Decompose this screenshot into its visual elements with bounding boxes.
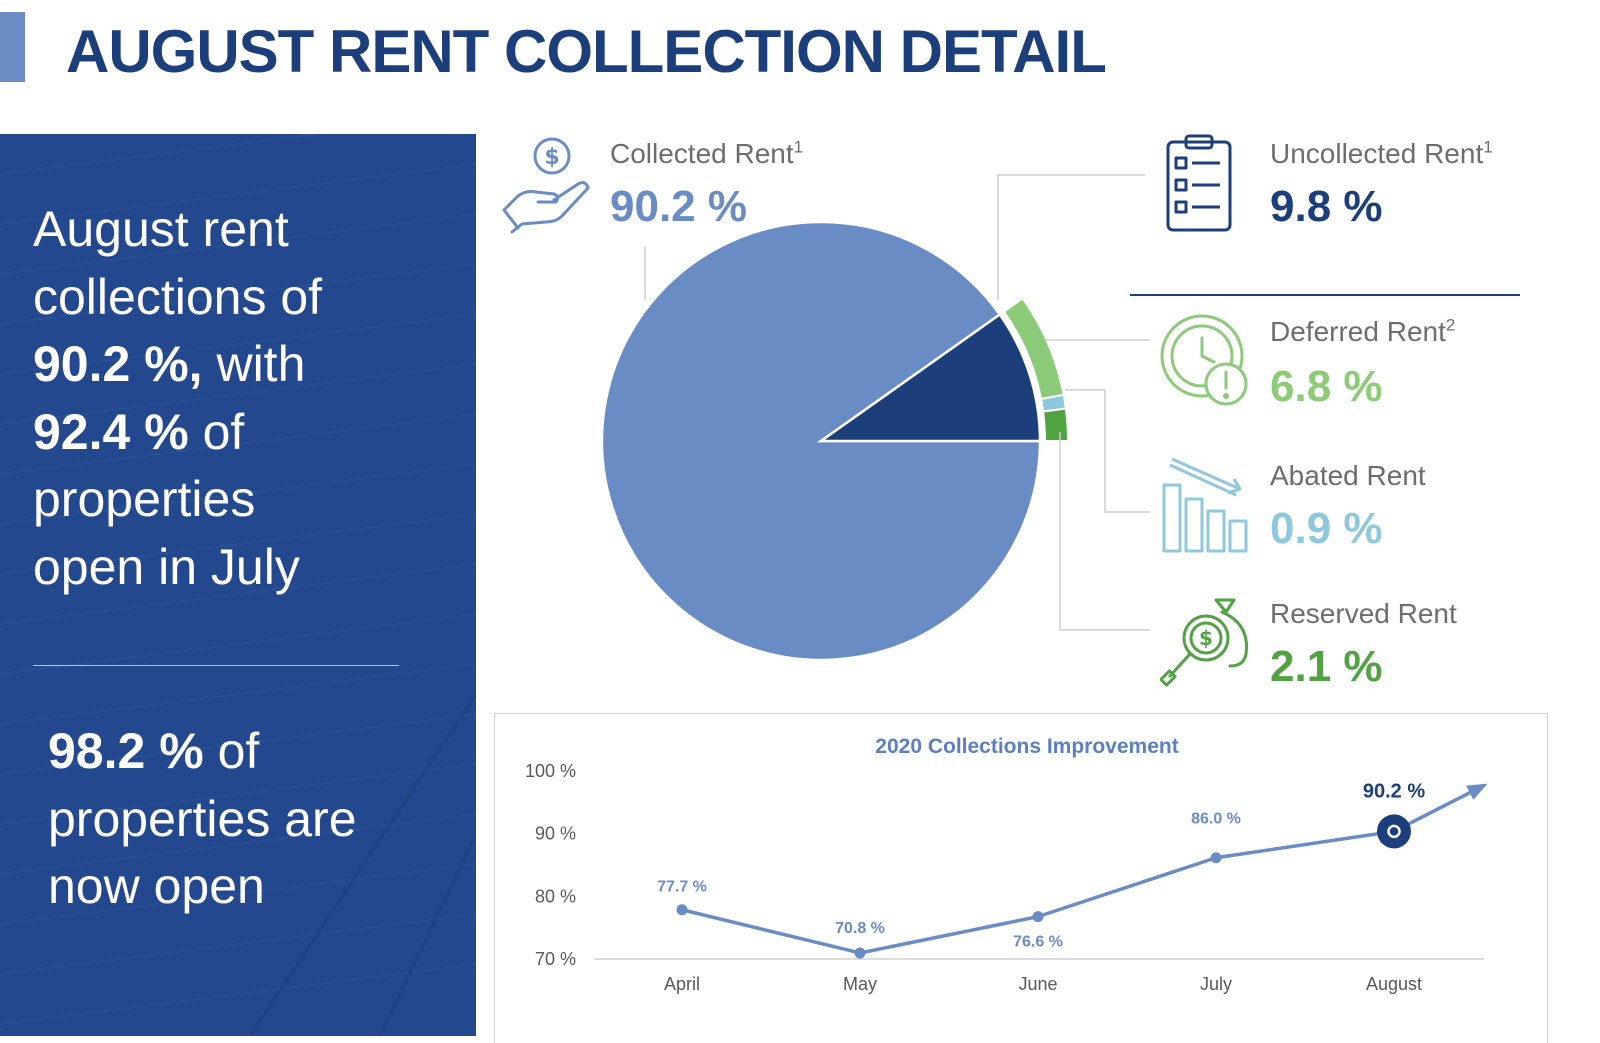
ring-segment-deferred [1002, 296, 1065, 401]
page-title: AUGUST RENT COLLECTION DETAIL [66, 18, 1107, 85]
abated-value: 0.9 % [1270, 504, 1383, 553]
open-properties-summary: 98.2 % of properties are now open [48, 718, 468, 921]
pie-slice-uncollected [817, 312, 1042, 443]
reserved-value: 2.1 % [1270, 642, 1383, 691]
reserved-label: Reserved Rent [1270, 598, 1457, 629]
clock-alert-icon [1160, 314, 1248, 406]
open-now-rate: 98.2 % [48, 723, 204, 779]
leader-reserved [1059, 432, 1150, 631]
collections-line-chart-frame [494, 713, 1548, 1043]
clipboard-list-icon [1166, 134, 1232, 232]
title-accent-bar [0, 12, 25, 82]
summary-line: 90.2 %, with [33, 336, 306, 393]
collection-summary: August rent collections of 90.2 %, with … [33, 196, 453, 602]
deferred-value: 6.8 % [1270, 362, 1383, 411]
summary-panel: August rent collections of 90.2 %, with … [0, 134, 476, 1036]
uncollected-value: 9.8 % [1270, 182, 1383, 231]
summary-line: open in July [33, 538, 300, 595]
svg-text:$: $ [1199, 626, 1213, 650]
uncollected-label: Uncollected Rent1 [1270, 137, 1493, 169]
ring-segment-reserved [1041, 407, 1070, 442]
deferred-label: Deferred Rent2 [1270, 315, 1456, 347]
open-in-july-rate: 92.4 % [33, 403, 189, 460]
collection-rate: 90.2 %, [33, 336, 203, 393]
money-bag-magnifier-icon: $ [1160, 598, 1248, 687]
summary-line: 92.4 % of [33, 403, 245, 460]
leader-lines [644, 174, 1150, 631]
rent-pie-chart [600, 174, 1520, 662]
summary-line: now open [48, 858, 265, 915]
leader-uncollected [997, 174, 1145, 300]
hand-dollar-icon: $ [502, 137, 590, 234]
svg-text:$: $ [544, 145, 559, 170]
panel-divider [33, 665, 399, 666]
collected-value: 90.2 % [610, 182, 747, 231]
summary-line: 98.2 % of [48, 723, 260, 779]
declining-bars-icon [1162, 457, 1248, 553]
summary-line: collections of [33, 268, 323, 325]
summary-line: properties are [48, 790, 357, 847]
collected-label: Collected Rent1 [610, 137, 804, 169]
building-texture [0, 134, 476, 1036]
summary-line: August rent [33, 201, 289, 257]
leader-abated [1065, 389, 1150, 513]
summary-line: properties [33, 471, 256, 528]
abated-label: Abated Rent [1270, 460, 1426, 491]
